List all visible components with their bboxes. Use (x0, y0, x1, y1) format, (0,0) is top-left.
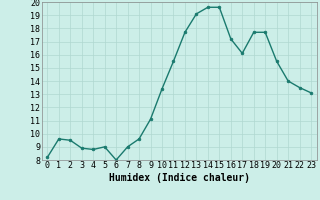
X-axis label: Humidex (Indice chaleur): Humidex (Indice chaleur) (109, 173, 250, 183)
